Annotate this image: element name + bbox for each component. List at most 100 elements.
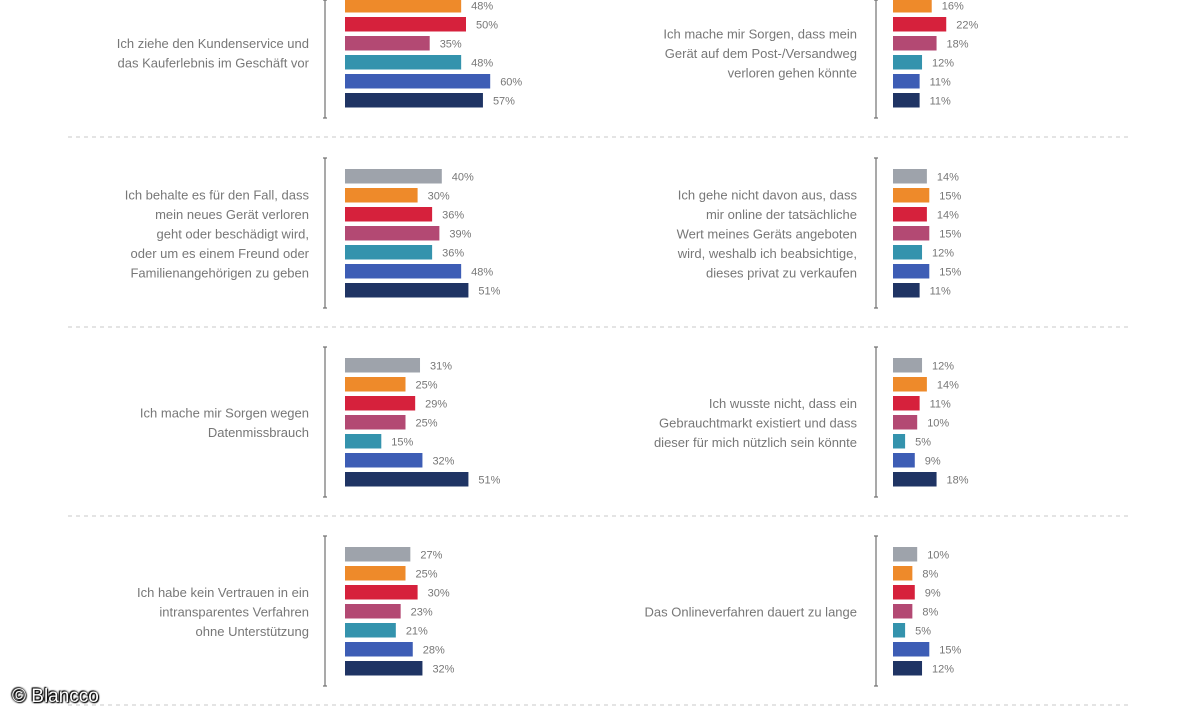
value-label-7-2: 9%	[925, 587, 941, 599]
value-label-3-2: 14%	[937, 209, 959, 221]
bar-5-6	[893, 472, 937, 487]
bar-3-5	[893, 264, 930, 279]
value-label-0-4: 60%	[500, 76, 522, 88]
value-label-2-0: 40%	[452, 171, 474, 183]
category-label-line: Familienangehörigen zu geben	[130, 265, 309, 280]
category-label-line: Wert meines Geräts angeboten	[677, 226, 857, 241]
bar-6-1	[345, 566, 406, 581]
bar-7-5	[893, 642, 930, 657]
value-label-7-6: 12%	[932, 663, 954, 675]
category-label-line: Ich behalte es für den Fall, dass	[125, 187, 310, 202]
bar-1-0	[893, 0, 932, 13]
value-label-5-6: 18%	[947, 474, 969, 486]
category-label-line: ohne Unterstützung	[196, 624, 309, 639]
category-label-6: Ich habe kein Vertrauen in ein intranspar…	[137, 585, 309, 639]
value-label-2-5: 48%	[471, 266, 493, 278]
bar-2-1	[345, 188, 418, 203]
value-label-4-1: 25%	[416, 379, 438, 391]
category-label-line: Gerät auf dem Post-/Versandweg	[665, 46, 857, 61]
value-label-1-4: 11%	[930, 76, 951, 88]
bar-6-2	[345, 585, 418, 600]
category-label-line: oder um es einem Freund oder	[131, 246, 310, 261]
bar-2-4	[345, 245, 433, 260]
category-label-line: Gebrauchtmarkt existiert und dass	[659, 415, 857, 430]
category-label-line: Ich mache mir Sorgen, dass mein	[663, 26, 857, 41]
value-label-1-3: 12%	[932, 57, 954, 69]
bar-3-2	[893, 207, 927, 222]
bar-5-4	[893, 434, 906, 449]
value-label-0-0: 48%	[471, 0, 493, 12]
bar-4-4	[345, 434, 382, 449]
bar-6-5	[345, 642, 413, 657]
bar-2-5	[345, 264, 462, 279]
value-label-5-1: 14%	[937, 379, 959, 391]
value-label-3-4: 12%	[932, 247, 954, 259]
bar-1-5	[893, 93, 920, 108]
bar-0-5	[345, 93, 483, 108]
value-label-3-5: 15%	[939, 266, 961, 278]
bar-3-3	[893, 226, 930, 241]
bar-1-3	[893, 55, 923, 70]
bar-3-0	[893, 169, 927, 184]
value-label-3-3: 15%	[939, 228, 961, 240]
bar-6-4	[345, 623, 396, 638]
bar-5-1	[893, 377, 927, 392]
value-label-6-6: 32%	[432, 663, 454, 675]
value-label-6-2: 30%	[428, 587, 450, 599]
bar-0-1	[345, 17, 466, 32]
bar-1-1	[893, 17, 947, 32]
bar-7-2	[893, 585, 915, 600]
bar-4-5	[345, 453, 423, 468]
value-label-5-4: 5%	[915, 436, 931, 448]
category-label-line: das Kauferlebnis im Geschäft vor	[118, 56, 310, 71]
category-label-line: Ich wusste nicht, dass ein	[709, 396, 857, 411]
bar-3-4	[893, 245, 923, 260]
category-label-3: Ich gehe nicht davon aus, dass mir online…	[677, 187, 858, 280]
category-label-line: mein neues Gerät verloren	[155, 207, 309, 222]
category-label-4: Ich mache mir Sorgen wegen Datenmissbrauc…	[140, 406, 309, 441]
category-label-line: geht oder beschädigt wird,	[157, 226, 309, 241]
category-label-line: mir online der tatsächliche	[706, 207, 857, 222]
value-label-4-2: 29%	[425, 398, 447, 410]
value-label-3-0: 14%	[937, 171, 959, 183]
value-label-7-4: 5%	[915, 625, 931, 637]
value-label-1-0: 16%	[942, 0, 964, 12]
bar-6-0	[345, 547, 411, 562]
category-label-2: Ich behalte es für den Fall, dass mein ne…	[125, 187, 310, 280]
value-label-1-2: 18%	[947, 38, 969, 50]
bar-5-0	[893, 358, 923, 373]
value-label-5-5: 9%	[925, 455, 941, 467]
category-label-line: Das Onlineverfahren dauert zu lange	[645, 604, 857, 619]
value-label-1-5: 11%	[930, 95, 951, 107]
bar-7-4	[893, 623, 906, 638]
bar-7-6	[893, 661, 923, 676]
bar-6-3	[345, 604, 401, 619]
category-label-line: dieser für mich nützlich sein könnte	[654, 435, 857, 450]
bar-3-1	[893, 188, 930, 203]
value-label-7-5: 15%	[939, 644, 961, 656]
category-label-5: Ich wusste nicht, dass ein Gebrauchtmarkt…	[654, 396, 858, 450]
category-label-line: wird, weshalb ich beabsichtige,	[677, 246, 857, 261]
bar-7-0	[893, 547, 918, 562]
category-label-0: Ich ziehe den Kundenservice und das Kaufe…	[117, 36, 310, 71]
bar-4-6	[345, 472, 469, 487]
value-label-6-5: 28%	[423, 644, 445, 656]
value-label-2-3: 39%	[449, 228, 471, 240]
value-label-5-3: 10%	[927, 417, 949, 429]
copyright-label: © Blancco	[12, 686, 99, 707]
value-label-5-2: 11%	[930, 398, 951, 410]
bar-1-2	[893, 36, 937, 51]
bar-0-3	[345, 55, 462, 70]
value-label-4-6: 51%	[478, 474, 500, 486]
value-label-4-3: 25%	[416, 417, 438, 429]
category-label-7: Das Onlineverfahren dauert zu lange	[645, 604, 857, 619]
bar-0-0	[345, 0, 462, 13]
bar-3-6	[893, 283, 920, 298]
bar-4-0	[345, 358, 421, 373]
bar-0-4	[345, 74, 491, 89]
category-label-line: dieses privat zu verkaufen	[706, 265, 857, 280]
value-label-2-4: 36%	[442, 247, 464, 259]
bar-4-3	[345, 415, 406, 430]
bar-4-2	[345, 396, 416, 411]
